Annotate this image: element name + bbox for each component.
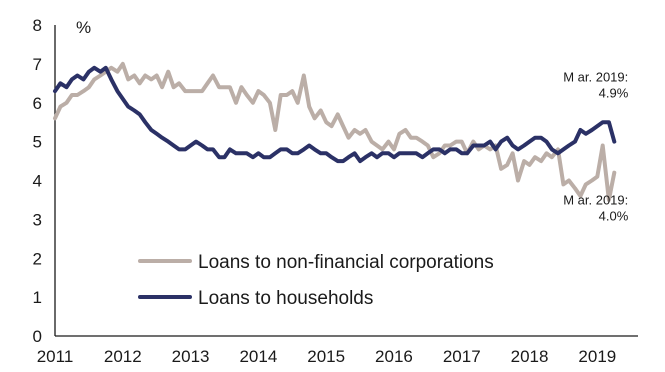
y-tick-label: 2 [33, 249, 42, 268]
y-tick-label: 0 [33, 327, 42, 346]
legend-label: Loans to non-financial corporations [198, 252, 494, 273]
x-axis-tick-labels: 2011 2012 2013 2014 2015 2016 2017 2018 2019 [37, 347, 617, 366]
x-tick-label: 2019 [578, 347, 616, 366]
y-tick-label: 8 [33, 16, 42, 35]
x-tick-label: 2014 [239, 347, 277, 366]
series-lines [53, 61, 617, 202]
x-tick-label: 2017 [443, 347, 481, 366]
annotation-label: 4.9% [599, 86, 629, 101]
annotation-label: M ar. 2019: [563, 193, 628, 208]
y-tick-label: 1 [33, 288, 42, 307]
x-tick-label: 2018 [511, 347, 549, 366]
x-tick-label: 2015 [307, 347, 345, 366]
y-tick-label: 7 [33, 55, 42, 74]
x-tick-label: 2011 [37, 347, 74, 366]
series-line-0 [53, 61, 617, 202]
x-tick-label: 2013 [172, 347, 210, 366]
y-tick-label: 6 [33, 94, 42, 113]
y-tick-label: 4 [33, 172, 42, 191]
annotations: M ar. 2019:4.9%M ar. 2019:4.0% [563, 70, 628, 224]
y-axis-unit-label: % [76, 18, 91, 37]
annotation-label: 4.0% [599, 209, 629, 224]
legend: Loans to non-financial corporations Loans… [138, 252, 494, 309]
y-tick-label: 5 [33, 133, 42, 152]
x-tick-label: 2016 [375, 347, 413, 366]
series-line-1 [53, 65, 617, 164]
legend-label: Loans to households [198, 288, 373, 309]
y-tick-label: 3 [33, 210, 42, 229]
y-axis-tick-labels: 0 1 2 3 4 5 6 7 8 [33, 16, 42, 346]
x-tick-label: 2012 [104, 347, 142, 366]
annotation-label: M ar. 2019: [563, 70, 628, 85]
